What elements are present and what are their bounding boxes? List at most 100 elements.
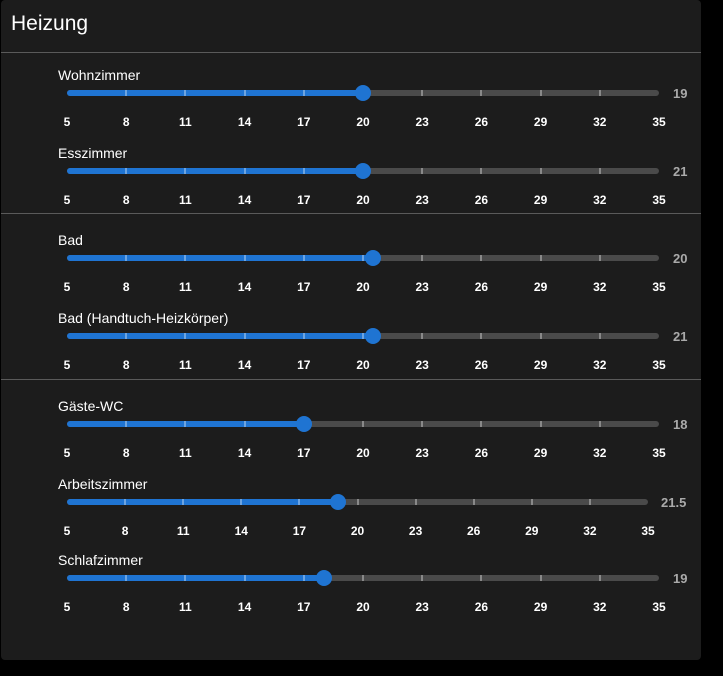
slider-track[interactable]: 5 8 11 14 17 20 23 26 29 32 35 (64, 494, 655, 538)
tick-label: 35 (652, 358, 666, 372)
slider-value: 18 (673, 417, 688, 432)
slider-row: Schlafzimmer 5 8 11 14 17 20 23 26 29 32 35 19 (1, 552, 701, 621)
section-divider (1, 379, 701, 380)
slider-tick (421, 333, 424, 339)
slider-tick (362, 333, 364, 339)
slider-row: Wohnzimmer 5 8 11 14 17 20 23 26 29 32 35 19 (1, 67, 701, 136)
slider-tick (356, 499, 359, 505)
slider-thumb[interactable] (364, 328, 381, 344)
tick-label: 17 (297, 115, 311, 129)
slider-track[interactable]: 5 8 11 14 17 20 23 26 29 32 35 (64, 250, 666, 294)
slider-value: 21.5 (661, 495, 687, 510)
slider-fill (67, 575, 324, 581)
slider-tick (598, 255, 601, 261)
tick-label: 35 (652, 193, 666, 207)
slider-row: Bad 5 8 11 14 17 20 23 26 29 32 35 20 (1, 232, 701, 301)
tick-label: 23 (415, 358, 429, 372)
slider-thumb[interactable] (330, 494, 347, 510)
slider-tick (243, 575, 246, 581)
slider-value: 21 (673, 164, 688, 179)
slider-tick (298, 499, 301, 505)
slider-tick (125, 168, 128, 174)
slider-tick (480, 90, 483, 96)
slider-tick (480, 421, 483, 427)
slider-tick (472, 499, 475, 505)
tick-label: 17 (292, 524, 307, 538)
slider-tick (421, 90, 424, 96)
slider-track[interactable]: 5 8 11 14 17 20 23 26 29 32 35 (64, 416, 666, 460)
tick-label: 23 (408, 524, 423, 538)
slider-tick (302, 168, 305, 174)
tick-label: 20 (356, 280, 370, 294)
slider-tick (539, 421, 542, 427)
slider-track[interactable]: 5 8 11 14 17 20 23 26 29 32 35 (64, 85, 666, 129)
tick-label: 14 (237, 193, 252, 207)
tick-label: 17 (297, 600, 311, 614)
tick-label: 35 (641, 524, 655, 538)
slider-track[interactable]: 5 8 11 14 17 20 23 26 29 32 35 (64, 328, 666, 372)
tick-label: 14 (237, 446, 252, 460)
slider-label: Esszimmer (58, 145, 128, 161)
slider-tick (480, 255, 483, 261)
tick-label: 35 (652, 280, 666, 294)
slider-label: Bad (58, 232, 83, 248)
tick-label: 5 (63, 358, 71, 372)
tick-label: 14 (237, 115, 252, 129)
tick-label: 32 (583, 524, 597, 538)
slider-tick (240, 499, 243, 505)
slider-tick (243, 168, 246, 174)
slider-tick (480, 575, 483, 581)
slider-tick (421, 255, 424, 261)
slider-tick (124, 499, 127, 505)
tick-label: 29 (533, 600, 548, 614)
tick-label: 29 (533, 446, 548, 460)
tick-label: 8 (122, 280, 130, 294)
slider-thumb[interactable] (295, 416, 312, 432)
tick-label: 32 (593, 600, 607, 614)
tick-label: 5 (63, 524, 71, 538)
slider-thumb[interactable] (315, 570, 332, 586)
slider-tick (184, 333, 187, 339)
slider-tick (539, 168, 542, 174)
slider-thumb[interactable] (355, 163, 371, 179)
slider-tick (414, 499, 417, 505)
tick-label: 11 (179, 280, 192, 294)
tick-label: 14 (237, 280, 252, 294)
tick-label: 11 (179, 193, 192, 207)
tick-label: 8 (122, 358, 130, 372)
tick-label: 32 (593, 358, 607, 372)
tick-label: 23 (415, 280, 429, 294)
slider-track[interactable]: 5 8 11 14 17 20 23 26 29 32 35 (64, 163, 666, 207)
tick-label: 29 (533, 115, 548, 129)
slider-tick (539, 90, 542, 96)
tick-label: 5 (63, 193, 71, 207)
slider-fill (67, 90, 363, 96)
heating-card: Heizung Wohnzimmer 5 8 11 14 17 20 23 26 29 32 35 19… (1, 0, 701, 660)
tick-label: 35 (652, 446, 666, 460)
slider-tick (243, 421, 246, 427)
slider-tick (125, 333, 128, 339)
slider-label: Schlafzimmer (58, 552, 143, 568)
tick-label: 26 (474, 600, 489, 614)
slider-track[interactable]: 5 8 11 14 17 20 23 26 29 32 35 (64, 570, 666, 614)
slider-tick (421, 421, 424, 427)
tick-label: 23 (415, 446, 429, 460)
slider-thumb[interactable] (364, 250, 381, 266)
tick-label: 5 (63, 446, 71, 460)
slider-thumb[interactable] (355, 85, 371, 101)
tick-label: 29 (525, 524, 539, 538)
tick-label: 5 (63, 115, 71, 129)
slider-row: Arbeitszimmer 5 8 11 14 17 20 23 26 29 32 35 21.5 (1, 476, 701, 545)
card-title: Heizung (11, 12, 89, 35)
slider-fill (67, 333, 373, 339)
tick-label: 29 (533, 193, 548, 207)
slider-fill (67, 255, 373, 261)
tick-label: 20 (356, 600, 370, 614)
tick-label: 20 (356, 193, 370, 207)
slider-label: Gäste-WC (58, 398, 124, 414)
slider-fill (67, 499, 339, 505)
slider-label: Wohnzimmer (58, 67, 141, 83)
slider-tick (539, 333, 542, 339)
tick-label: 11 (179, 446, 192, 460)
slider-tick (243, 255, 246, 261)
